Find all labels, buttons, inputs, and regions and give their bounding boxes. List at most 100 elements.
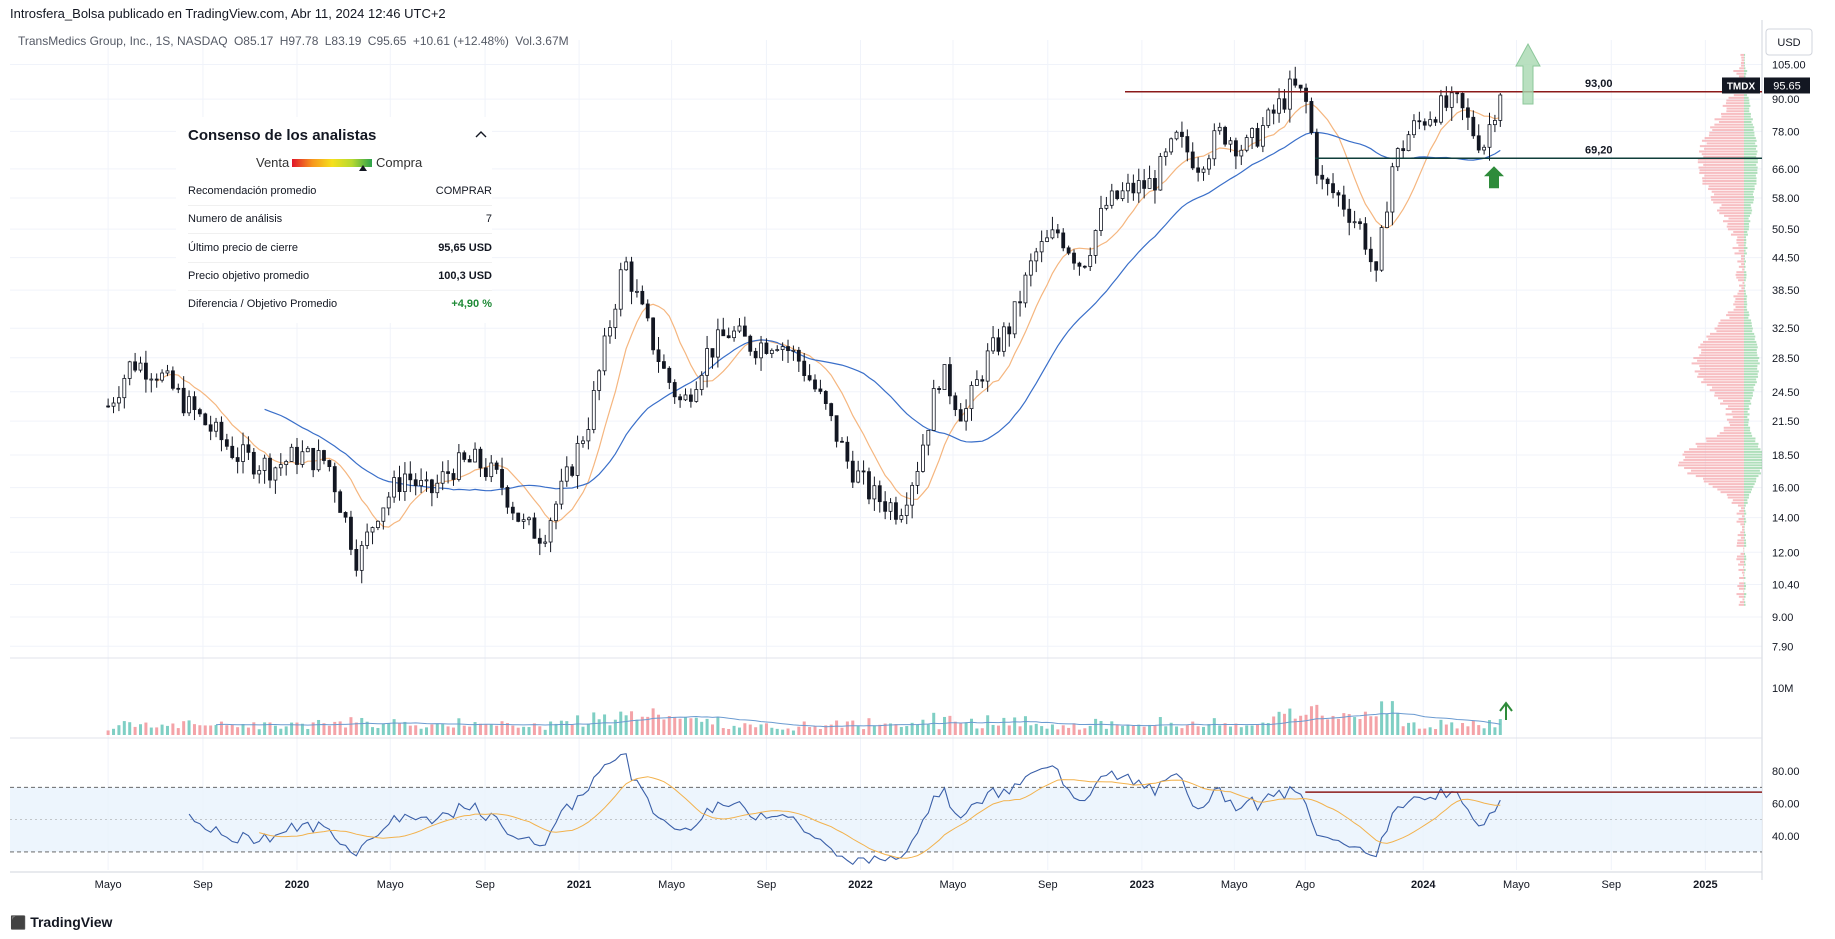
candle-body [1347, 208, 1352, 223]
volume-bar [1261, 722, 1265, 735]
candle-body [937, 388, 942, 391]
volume-bar [1110, 721, 1114, 735]
volume-profile-bar [1744, 603, 1746, 606]
volume-profile-bar [1739, 582, 1744, 585]
candle-body [397, 477, 402, 493]
candle-body [349, 516, 353, 550]
volume-bar [603, 714, 607, 735]
x-tick-label: Ago [1295, 879, 1315, 891]
volume-bar [495, 725, 499, 735]
row-label: Precio objetivo promedio [188, 270, 310, 282]
volume-profile-bar [1708, 188, 1744, 191]
volume-profile-bar [1744, 155, 1757, 158]
candle-body [143, 362, 148, 380]
volume-bar [856, 726, 860, 735]
volume-profile-bar [1740, 61, 1744, 64]
candle-body [359, 545, 364, 571]
volume-profile-bar [1744, 145, 1758, 148]
volume-profile-bar [1740, 255, 1744, 258]
volume-profile-bar [1737, 539, 1744, 542]
volume-bar [1407, 722, 1411, 735]
candle-body [1309, 101, 1314, 133]
candle-body [624, 261, 629, 271]
volume-bar [295, 722, 299, 735]
volume-profile-bar [1723, 399, 1744, 402]
volume-bar [964, 722, 968, 735]
chevron-up-icon[interactable] [474, 127, 488, 141]
volume-bar [1272, 716, 1276, 735]
volume-bar [241, 723, 245, 735]
volume-profile-bar [1725, 407, 1744, 410]
volume-profile-bar [1703, 378, 1744, 381]
candle-body [386, 496, 391, 509]
candle-body [462, 452, 467, 460]
volume-profile-bar [1726, 418, 1744, 421]
volume-profile-bar [1744, 220, 1751, 223]
volume-profile-bar [1738, 75, 1744, 78]
x-tick-label: Sep [757, 879, 777, 891]
volume-bar [721, 728, 725, 735]
volume-profile-bar [1744, 560, 1746, 563]
ma-slow-line [264, 131, 1501, 492]
candle-body [953, 395, 958, 411]
volume-profile-bar [1744, 595, 1746, 598]
volume-profile-bar [1744, 410, 1748, 413]
volume-bar [462, 725, 466, 735]
candle-body [413, 479, 418, 487]
candle-body [678, 396, 683, 401]
volume-bar [430, 724, 434, 735]
volume-profile-bar [1727, 496, 1744, 499]
volume-profile-bar [1744, 563, 1746, 566]
volume-profile-bar [1740, 560, 1744, 563]
candle-body [473, 448, 477, 463]
volume-profile-bar [1719, 212, 1744, 215]
candle-body [165, 370, 170, 374]
volume-bar [149, 727, 153, 735]
candle-body [435, 482, 440, 494]
volume-profile-bar [1744, 517, 1746, 520]
volume-bar [1121, 725, 1125, 735]
volume-bar [1320, 715, 1324, 735]
target-arrow-icon [1515, 42, 1541, 105]
row-label: Diferencia / Objetivo Promedio [188, 298, 338, 310]
volume-bar [398, 723, 402, 735]
candle-body [1406, 134, 1411, 152]
candle-body [1352, 221, 1357, 224]
candle-body [1153, 178, 1157, 191]
candle-body [570, 466, 575, 476]
volume-bar [1428, 727, 1432, 735]
volume-profile-bar [1714, 394, 1744, 397]
volume-bar [743, 723, 747, 735]
volume-bar [818, 729, 822, 735]
candle-body [910, 484, 915, 506]
volume-bar [1104, 728, 1108, 735]
gauge-sell-label: Venta [256, 155, 290, 170]
volume-profile-bar [1744, 332, 1755, 335]
volume-profile-bar [1741, 56, 1744, 59]
volume-profile-bar [1740, 53, 1744, 56]
y-tick-label: 28.50 [1772, 353, 1800, 365]
volume-bar [349, 717, 353, 735]
volume-bar [1336, 718, 1340, 735]
volume-profile-bar [1703, 163, 1744, 166]
candle-body [991, 337, 995, 352]
volume-profile-bar [1721, 115, 1744, 118]
candle-body [699, 374, 704, 390]
volume-profile-bar [1744, 107, 1750, 110]
candle-body [278, 464, 283, 469]
volume-profile-bar [1736, 555, 1744, 558]
volume-profile-bar [1736, 276, 1744, 279]
row-label: Último precio de cierre [188, 242, 299, 254]
x-tick-label: Mayo [377, 879, 404, 891]
volume-bar [1309, 706, 1313, 735]
volume-profile-bar [1744, 324, 1752, 327]
volume-bar [354, 722, 358, 735]
candle-body [1260, 125, 1265, 147]
candle-body [440, 471, 445, 484]
volume-profile-bar [1743, 550, 1744, 553]
volume-profile-bar [1744, 115, 1751, 118]
volume-profile-bar [1744, 255, 1745, 258]
rsi-tick-label: 40.00 [1772, 831, 1800, 843]
volume-bar [1390, 701, 1394, 735]
candle-body [478, 448, 483, 469]
